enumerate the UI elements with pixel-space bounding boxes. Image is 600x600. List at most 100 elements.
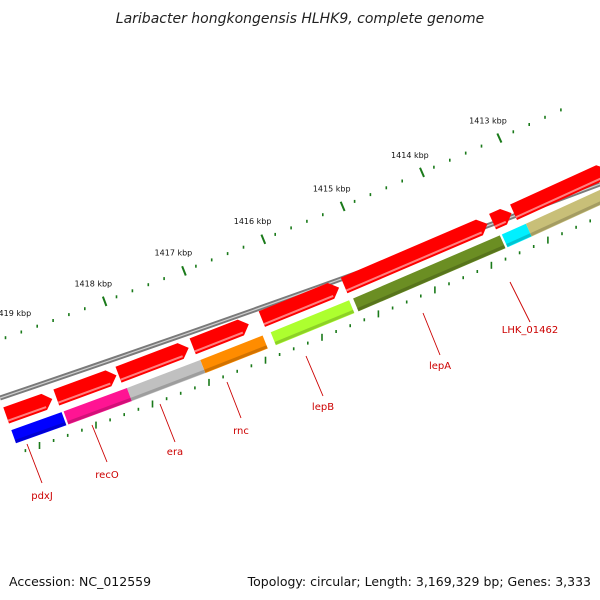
- scale-dot: [528, 123, 530, 126]
- scale-dot: [449, 158, 451, 162]
- scale-tick-label: 1417 kbp: [155, 249, 193, 258]
- gene-band-shade: [506, 233, 532, 247]
- map-title: Laribacter hongkongensis HLHK9, complete…: [116, 11, 484, 27]
- gene-track: [11, 189, 600, 444]
- scale-dot: [322, 213, 324, 217]
- scale-tick: [181, 265, 187, 276]
- backbone-arc: [0, 181, 600, 401]
- scale-dot: [353, 199, 356, 203]
- gene-band-shade: [274, 309, 355, 345]
- scale-tick: [419, 167, 425, 178]
- gene-label-reco: recO: [95, 470, 119, 481]
- scale-dot: [512, 130, 515, 134]
- scale-dot: [385, 186, 388, 190]
- inner-ticks: [24, 219, 591, 453]
- inner-tick: [321, 333, 323, 341]
- scale-tick: [260, 234, 267, 245]
- inner-tick: [24, 449, 27, 453]
- label-leader: [91, 424, 108, 463]
- inner-tick: [547, 236, 549, 244]
- scale-dot: [20, 330, 23, 334]
- scale-dot: [210, 258, 213, 262]
- inner-tick: [208, 378, 210, 386]
- inner-tick: [349, 324, 351, 328]
- cds-arrow: [3, 393, 53, 424]
- label-leader: [26, 443, 43, 484]
- inner-tick: [236, 369, 238, 373]
- gene-band: [126, 360, 206, 402]
- cds-highlight: [194, 331, 244, 353]
- inner-tick: [575, 225, 577, 229]
- cds-arrow: [115, 343, 189, 383]
- scale-tick-label: 1419 kbp: [0, 309, 31, 318]
- gene-label-lhk_01462: LHK_01462: [502, 325, 558, 336]
- scale-dot: [433, 165, 435, 169]
- inner-tick: [109, 418, 111, 422]
- accession-text: Accession: NC_012559: [9, 574, 151, 589]
- inner-tick: [38, 442, 41, 449]
- inner-tick: [363, 318, 366, 322]
- scale-dot: [560, 108, 562, 112]
- scale-dot: [195, 264, 197, 268]
- scale-dot: [242, 245, 245, 249]
- inner-tick: [532, 245, 535, 248]
- scale-tick-label: 1413 kbp: [469, 116, 507, 125]
- scale-dot: [369, 193, 372, 197]
- scale-dot: [52, 319, 54, 322]
- label-leader: [509, 281, 531, 323]
- cds-highlight: [345, 231, 483, 292]
- inner-tick: [434, 286, 436, 294]
- inner-tick: [151, 400, 154, 408]
- inner-tick: [179, 391, 182, 395]
- inner-tick: [137, 407, 140, 411]
- scale-dot: [480, 144, 483, 148]
- gene-band-shade: [67, 397, 132, 425]
- cds-arrow: [489, 209, 512, 230]
- inner-tick: [589, 219, 591, 223]
- scale-dot: [464, 151, 467, 155]
- cds-highlight: [263, 295, 334, 326]
- inner-tick: [476, 270, 479, 273]
- backbone-inner: [0, 183, 600, 399]
- label-leader: [305, 355, 324, 397]
- scale-tick-label: 1414 kbp: [391, 151, 429, 160]
- gene-band-shade: [530, 201, 600, 237]
- scale-tick: [339, 201, 346, 212]
- scale-dot: [4, 336, 7, 340]
- cds-arrow: [189, 319, 249, 355]
- cds-arrow: [258, 283, 340, 327]
- inner-tick: [335, 330, 337, 333]
- cds-highlight: [7, 406, 47, 422]
- scale-dot: [147, 283, 150, 287]
- inner-tick: [307, 341, 309, 345]
- scale-dot: [274, 232, 276, 236]
- scale-dot: [163, 277, 165, 281]
- cds-highlight: [494, 220, 507, 228]
- scale-dot: [84, 307, 86, 311]
- inner-tick: [292, 347, 295, 351]
- gene-band: [11, 412, 67, 444]
- inner-tick: [95, 421, 97, 429]
- scale-dot: [68, 313, 70, 317]
- gene-band: [501, 223, 532, 248]
- inner-tick: [504, 257, 507, 261]
- inner-tick: [420, 294, 422, 298]
- cds-arrow: [510, 165, 600, 220]
- gene-label-lepa: lepA: [429, 361, 451, 372]
- gene-band-shade: [130, 369, 206, 401]
- label-leader: [159, 403, 176, 443]
- gene-band: [353, 235, 506, 312]
- scale-dot: [306, 219, 308, 223]
- cds-highlight: [120, 355, 183, 381]
- inner-tick: [222, 375, 224, 379]
- scale-dot: [401, 179, 403, 183]
- gene-label-lepb: lepB: [312, 402, 334, 413]
- gene-band: [525, 189, 600, 237]
- cds-highlight: [515, 177, 600, 219]
- gene-label-pdxj: pdxJ: [31, 491, 53, 502]
- gene-label-era: era: [167, 447, 183, 458]
- inner-tick: [264, 356, 267, 364]
- scale-tick: [101, 296, 108, 307]
- inner-tick: [462, 276, 464, 280]
